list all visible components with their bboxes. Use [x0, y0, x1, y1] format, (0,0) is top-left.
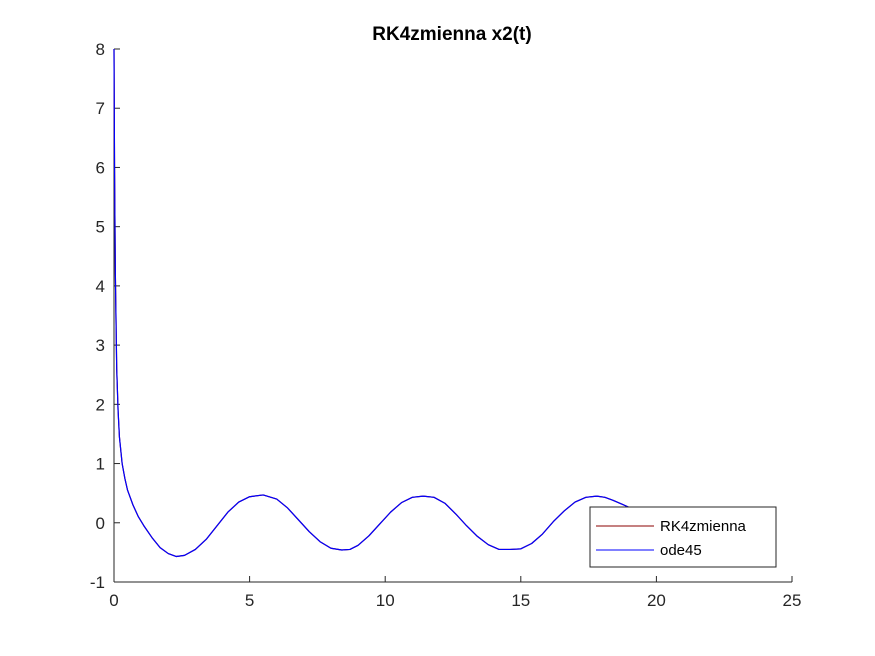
legend-label-rk4zmienna: RK4zmienna [660, 518, 747, 535]
legend-label-ode45: ode45 [660, 542, 702, 559]
y-tick-label: 7 [96, 99, 105, 118]
y-tick-label: 3 [96, 336, 105, 355]
x-tick-label: 0 [109, 591, 118, 610]
y-tick-label: 1 [96, 455, 105, 474]
y-ticks: -1 0 1 2 3 4 5 6 7 8 [90, 40, 120, 592]
x-ticks: 0 5 10 15 20 25 [109, 576, 801, 610]
y-tick-label: 6 [96, 158, 105, 177]
y-tick-label: 5 [96, 218, 105, 237]
x-tick-label: 15 [511, 591, 530, 610]
legend: RK4zmienna ode45 [589, 506, 777, 568]
x-tick-label: 20 [647, 591, 666, 610]
x-tick-label: 25 [783, 591, 802, 610]
series-line-ode45 [113, 48, 635, 558]
y-tick-label: -1 [90, 573, 105, 592]
x-tick-label: 5 [245, 591, 254, 610]
y-tick-label: 0 [96, 514, 105, 533]
chart-title: RK4zmienna x2(t) [372, 24, 531, 45]
series-layer [113, 48, 635, 558]
y-tick-label: 8 [96, 40, 105, 59]
x-tick-label: 10 [376, 591, 395, 610]
legend-box [589, 506, 777, 568]
y-tick-label: 2 [96, 395, 105, 414]
y-tick-label: 4 [96, 277, 105, 296]
